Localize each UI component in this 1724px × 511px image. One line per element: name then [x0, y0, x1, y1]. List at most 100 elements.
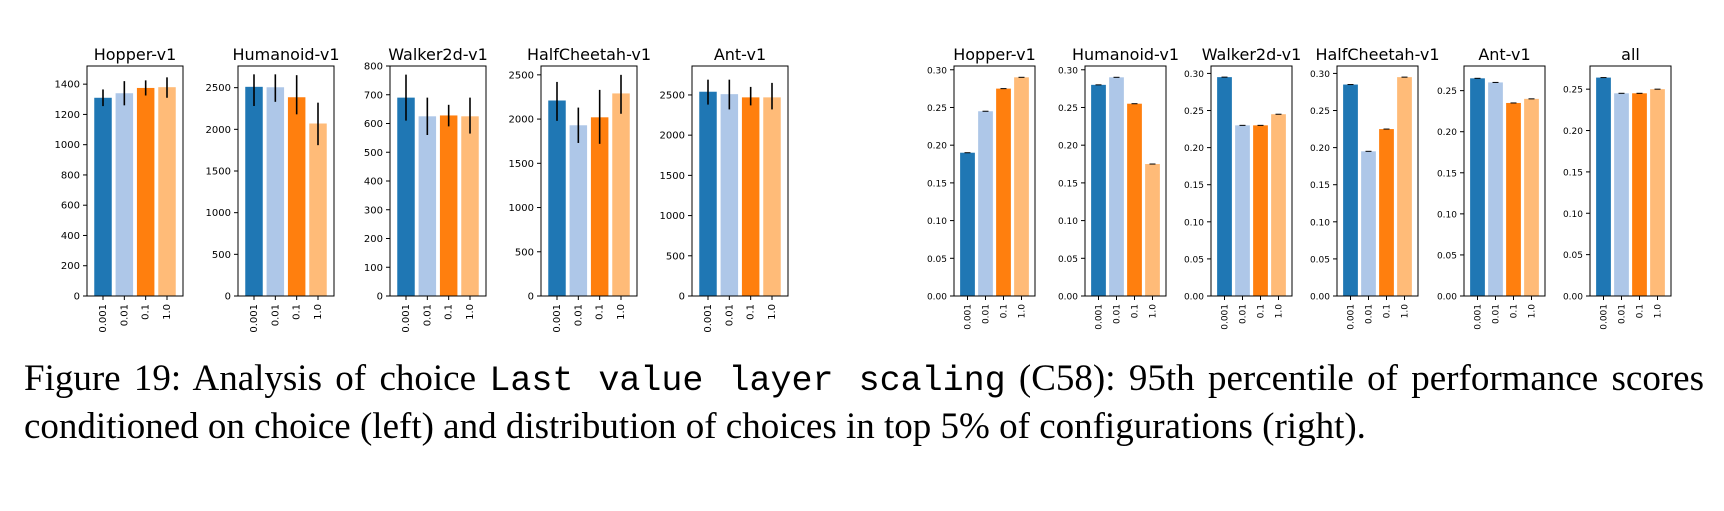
panel-title: Humanoid-v1	[232, 45, 339, 64]
y-tick-label: 0.00	[927, 293, 947, 303]
x-tick-label: 0.1	[1510, 304, 1520, 318]
y-tick-label: 0	[225, 292, 231, 303]
y-tick-label: 600	[364, 119, 383, 130]
y-tick-label: 1200	[55, 110, 80, 121]
bar	[1397, 77, 1412, 297]
y-tick-label: 1400	[55, 80, 80, 91]
x-tick-label: 0.1	[141, 304, 152, 320]
y-tick-label: 0.20	[1184, 144, 1204, 154]
y-tick-label: 0.10	[1563, 210, 1583, 220]
y-tick-label: 700	[364, 90, 383, 101]
y-tick-label: 0.05	[1437, 251, 1457, 261]
x-tick-label: 1.0	[616, 304, 627, 320]
y-tick-label: 100	[364, 263, 383, 274]
y-tick-label: 0.15	[1310, 181, 1330, 191]
bar	[1127, 103, 1142, 296]
bar	[287, 97, 306, 296]
bar	[136, 87, 155, 296]
bar	[309, 123, 327, 296]
caption-code: Last value layer scaling	[489, 361, 1006, 401]
y-tick-label: 800	[364, 62, 383, 73]
y-tick-label: 0.25	[927, 104, 947, 114]
y-tick-label: 0.10	[1058, 217, 1078, 227]
y-tick-label: 1000	[55, 140, 80, 151]
panel-title: HalfCheetah-v1	[1315, 45, 1439, 64]
x-tick-label: 1.0	[1528, 304, 1538, 319]
bar	[1217, 77, 1232, 297]
y-tick-label: 0.10	[1310, 218, 1330, 228]
x-tick-label: 0.01	[1492, 304, 1502, 324]
x-tick-label: 0.1	[444, 304, 455, 320]
bar	[94, 97, 112, 297]
x-tick-label: 1.0	[767, 304, 778, 320]
y-tick-label: 2500	[206, 83, 231, 94]
bar	[1253, 125, 1268, 297]
x-tick-label: 1.0	[465, 304, 476, 320]
bar	[1524, 98, 1539, 296]
bar	[1091, 84, 1106, 296]
y-tick-label: 0.05	[1184, 255, 1204, 265]
plot-frame	[1589, 65, 1672, 297]
x-tick-label: 0.1	[292, 304, 303, 320]
x-tick-label: 0.01	[119, 304, 130, 326]
y-tick-label: 0.20	[927, 142, 947, 152]
x-tick-label: 0.01	[982, 304, 992, 324]
y-tick-label: 500	[212, 250, 231, 261]
x-tick-label: 1.0	[1149, 304, 1159, 319]
x-tick-label: 0.01	[1113, 304, 1123, 324]
plot-frame	[1336, 65, 1419, 297]
x-tick-label: 0.1	[1000, 304, 1010, 318]
y-tick-label: 1500	[509, 159, 534, 170]
x-tick-label: 0.1	[1257, 304, 1267, 318]
bar	[1109, 77, 1124, 296]
y-tick-label: 500	[515, 247, 534, 258]
figure-caption: Figure 19: Analysis of choice Last value…	[24, 356, 1704, 450]
plot-frame	[540, 65, 638, 297]
x-tick-label: 0.001	[964, 304, 974, 330]
y-tick-label: 0	[74, 292, 80, 303]
panel-title: Walker2d-v1	[388, 45, 488, 64]
y-tick-label: 0.05	[1310, 255, 1330, 265]
bar	[1614, 93, 1629, 296]
bar	[960, 152, 975, 296]
panel-title: Ant-v1	[714, 45, 766, 64]
bar	[569, 125, 588, 297]
y-tick-label: 0.00	[1563, 293, 1583, 303]
bar	[1145, 164, 1160, 296]
y-tick-label: 0.30	[1184, 70, 1204, 80]
x-tick-label: 0.001	[401, 304, 412, 333]
y-tick-label: 2000	[206, 125, 231, 136]
y-tick-label: 0.00	[1058, 293, 1078, 303]
x-tick-label: 0.01	[1618, 304, 1628, 324]
bar	[1379, 129, 1394, 296]
y-tick-label: 2000	[509, 115, 534, 126]
bar	[720, 94, 739, 296]
bar	[699, 91, 717, 296]
bar	[590, 117, 609, 296]
x-tick-label: 0.001	[552, 304, 563, 333]
x-tick-label: 0.1	[746, 304, 757, 320]
plot-frame	[389, 65, 487, 297]
x-tick-label: 0.001	[98, 304, 109, 333]
y-tick-label: 400	[364, 177, 383, 188]
y-tick-label: 0.25	[1184, 107, 1204, 117]
y-tick-label: 0.30	[1310, 70, 1330, 80]
bar	[763, 97, 781, 296]
y-tick-label: 2500	[509, 70, 534, 81]
caption-pre: Analysis of choice	[181, 358, 490, 399]
bar	[245, 86, 263, 296]
bar	[1235, 125, 1250, 297]
panel-title: HalfCheetah-v1	[527, 45, 651, 64]
bar	[1343, 84, 1358, 296]
x-tick-label: 1.0	[1401, 304, 1411, 319]
x-tick-label: 0.01	[270, 304, 281, 326]
y-tick-label: 1500	[206, 167, 231, 178]
x-tick-label: 0.01	[1365, 304, 1375, 324]
x-tick-label: 1.0	[313, 304, 324, 320]
y-tick-label: 1000	[206, 208, 231, 219]
plot-frame	[237, 65, 335, 297]
y-tick-label: 0.05	[1058, 255, 1078, 265]
bar	[1650, 89, 1665, 296]
bar	[741, 97, 760, 296]
y-tick-label: 0.25	[1310, 107, 1330, 117]
